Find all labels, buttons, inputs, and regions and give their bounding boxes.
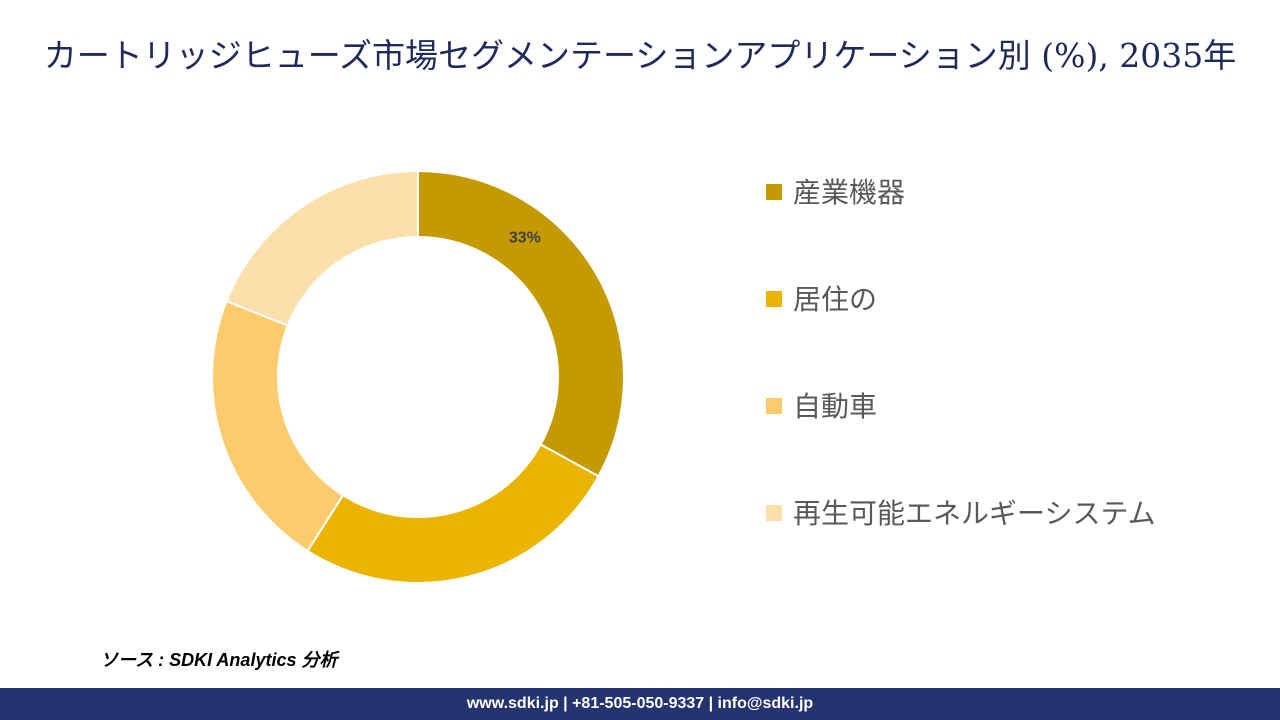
- legend-label: 居住の: [793, 283, 878, 316]
- footer: www.sdki.jp | +81-505-050-9337 | info@sd…: [0, 688, 1280, 720]
- chart-title: カートリッジヒューズ市場セグメンテーションアプリケーション別 (%), 2035…: [43, 36, 1237, 75]
- source: ソース : SDKI Analytics 分析: [100, 650, 338, 670]
- donut-slice: [225, 169, 419, 327]
- legend-item: 居住の: [766, 275, 1186, 382]
- legend-item: 再生可能エネルギーシステム: [766, 489, 1186, 596]
- legend: 産業機器居住の自動車再生可能エネルギーシステム: [766, 168, 1186, 596]
- chart: 33%: [211, 169, 625, 584]
- donut-slice: [211, 299, 345, 553]
- donut-slice: [417, 169, 625, 478]
- legend-item: 自動車: [766, 382, 1186, 489]
- legend-item: 産業機器: [766, 168, 1186, 275]
- data-label: 33%: [509, 230, 541, 247]
- donut-slice: [306, 443, 600, 584]
- legend-swatch: [766, 184, 782, 200]
- legend-label: 再生可能エネルギーシステム: [793, 497, 1156, 530]
- legend-label: 自動車: [793, 390, 878, 423]
- legend-swatch: [766, 505, 782, 521]
- legend-label: 産業機器: [793, 176, 906, 209]
- legend-swatch: [766, 291, 782, 307]
- legend-swatch: [766, 398, 782, 414]
